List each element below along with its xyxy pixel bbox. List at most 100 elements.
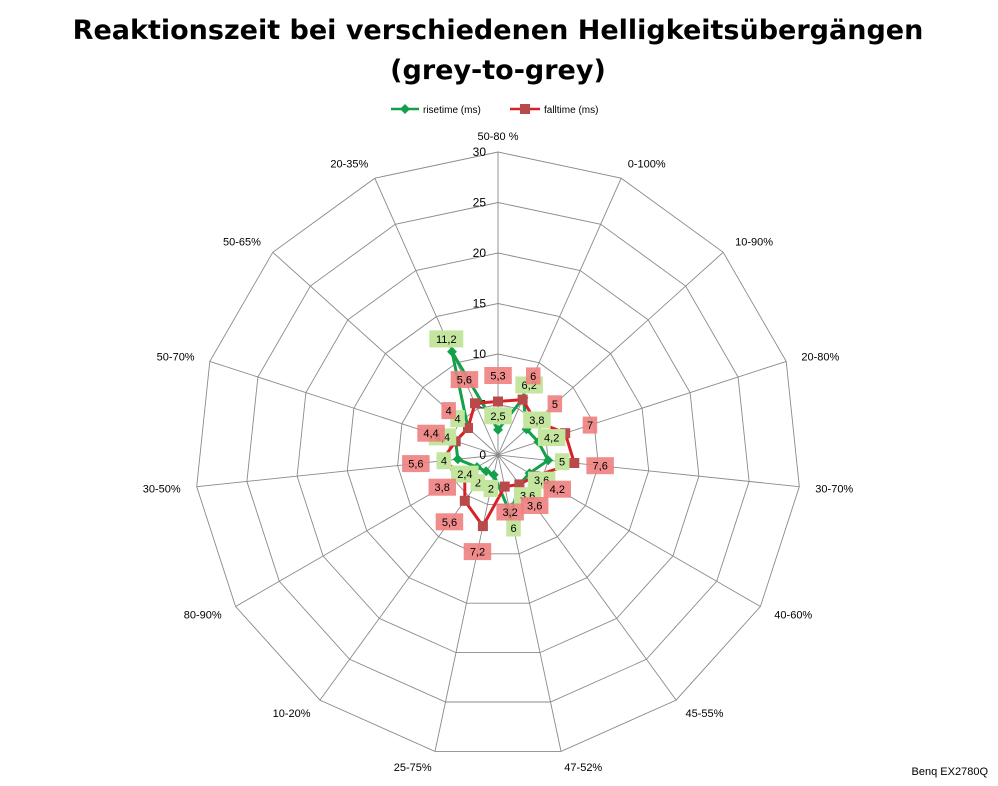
falltime-point <box>499 481 510 492</box>
grid-ring-30 <box>196 151 800 752</box>
legend-risetime-marker <box>400 104 410 114</box>
risetime-data-label: 3,8 <box>523 411 551 429</box>
data-label-text: 3,8 <box>435 482 450 494</box>
risetime-data-label: 6 <box>506 519 521 537</box>
data-label-text: 4 <box>446 406 452 418</box>
data-label-text: 11,2 <box>436 334 457 346</box>
data-label-text: 7,6 <box>593 461 608 473</box>
data-label-bg <box>520 497 549 514</box>
falltime-data-label: 7 <box>582 416 598 434</box>
data-label-bg <box>537 429 566 447</box>
data-label-text: 3,2 <box>502 507 517 519</box>
category-label: 30-70% <box>815 483 853 495</box>
data-label-bg <box>435 513 464 531</box>
falltime-data-label: 5,6 <box>450 371 479 389</box>
data-label-bg <box>543 480 571 498</box>
data-label-text: 2,5 <box>490 411 505 423</box>
falltime-point <box>514 479 525 490</box>
grid-ring-15 <box>346 303 650 604</box>
falltime-data-label: 4,2 <box>543 480 571 498</box>
data-label-bg <box>417 424 445 442</box>
radial-tick-label: 20 <box>473 246 487 260</box>
falltime-point <box>517 394 528 405</box>
data-label-text: 5 <box>552 399 558 411</box>
category-label: 10-20% <box>273 708 311 720</box>
risetime-point <box>447 346 457 357</box>
falltime-data-label: 3,8 <box>428 478 456 496</box>
data-label-bg <box>526 367 541 385</box>
legend: risetime (ms) falltime (ms) <box>391 104 598 116</box>
data-label-text: 5 <box>559 457 565 469</box>
risetime-data-label: 2,5 <box>484 407 512 425</box>
falltime-data-label: 5,3 <box>484 367 512 384</box>
data-label-text: 3,6 <box>527 501 542 513</box>
data-label-text: 4,2 <box>550 484 565 496</box>
category-label: 50-65% <box>223 237 261 249</box>
category-label: 10-90% <box>735 237 773 249</box>
falltime-data-label: 4,4 <box>417 424 445 442</box>
grid-ring-10 <box>397 353 599 555</box>
data-label-bg <box>451 465 479 483</box>
category-label: 50-70% <box>157 351 195 363</box>
risetime-data-label: 2,4 <box>451 465 479 483</box>
radial-tick-label: 0 <box>479 448 486 462</box>
data-label-bg <box>523 411 551 429</box>
radial-tick-label: 30 <box>473 145 487 159</box>
risetime-data-label: 4,2 <box>537 429 566 447</box>
data-label-text: 6 <box>510 523 516 535</box>
legend-item-falltime: falltime (ms) <box>510 104 598 116</box>
grid-spoke <box>374 178 499 456</box>
data-label-text: 4,2 <box>544 433 559 445</box>
data-label-bg <box>506 519 521 537</box>
risetime-data-label: 2 <box>483 480 499 497</box>
data-label-bg <box>450 371 479 389</box>
data-label-text: 2,4 <box>457 469 472 481</box>
grid-spoke <box>434 454 499 752</box>
category-label: 20-35% <box>330 159 368 171</box>
category-label: 50-80 % <box>478 131 519 143</box>
data-label-bg <box>582 416 598 434</box>
data-label-text: 5,3 <box>490 371 505 383</box>
data-label-text: 5,6 <box>408 459 423 471</box>
data-label-bg <box>402 455 430 473</box>
risetime-data-label: 4 <box>436 452 452 470</box>
data-label-bg <box>428 478 456 496</box>
risetime-point <box>493 424 503 435</box>
chart-title-line2: (grey-to-grey) <box>390 55 606 86</box>
category-labels: 50-80 % 0-100% 10-90% 20-80% 30-70% 40-60% 45-… <box>143 131 854 774</box>
falltime-data-label: 4 <box>441 402 456 420</box>
category-label: 80-90% <box>184 610 222 622</box>
data-label-bg <box>547 395 563 413</box>
data-label-bg <box>586 457 614 475</box>
data-label-bg <box>463 543 492 561</box>
data-label-bg <box>484 407 512 425</box>
risetime-point <box>452 454 463 465</box>
legend-risetime-label: risetime (ms) <box>423 105 481 116</box>
category-label: 20-80% <box>801 351 839 363</box>
category-label: 40-60% <box>774 610 812 622</box>
data-label-text: 5,6 <box>457 375 472 387</box>
data-label-bg <box>496 503 524 521</box>
data-label-text: 7,2 <box>470 547 485 559</box>
grid-ring-25 <box>246 202 750 703</box>
falltime-data-label: 5 <box>547 395 563 413</box>
falltime-point <box>569 458 580 468</box>
category-label: 0-100% <box>628 159 666 171</box>
data-label-bg <box>554 453 570 471</box>
falltime-data-label: 3,2 <box>496 503 524 521</box>
data-label-text: 7 <box>587 420 593 432</box>
data-label-bg <box>429 330 464 348</box>
falltime-point <box>477 521 488 532</box>
category-label: 30-50% <box>143 483 181 495</box>
data-label-text: 5,6 <box>442 517 457 529</box>
risetime-data-label: 5 <box>554 453 570 471</box>
data-label-text: 6 <box>530 371 536 383</box>
data-label-text: 4,4 <box>423 428 438 440</box>
data-label-text: 4 <box>441 456 447 468</box>
grid-ring-20 <box>296 252 700 654</box>
category-label: 25-75% <box>394 762 432 774</box>
data-label-bg <box>441 402 456 420</box>
legend-item-risetime: risetime (ms) <box>391 104 481 116</box>
data-label-bg <box>436 452 452 470</box>
chart-title-line1: Reaktionszeit bei verschiedenen Helligke… <box>73 15 924 46</box>
